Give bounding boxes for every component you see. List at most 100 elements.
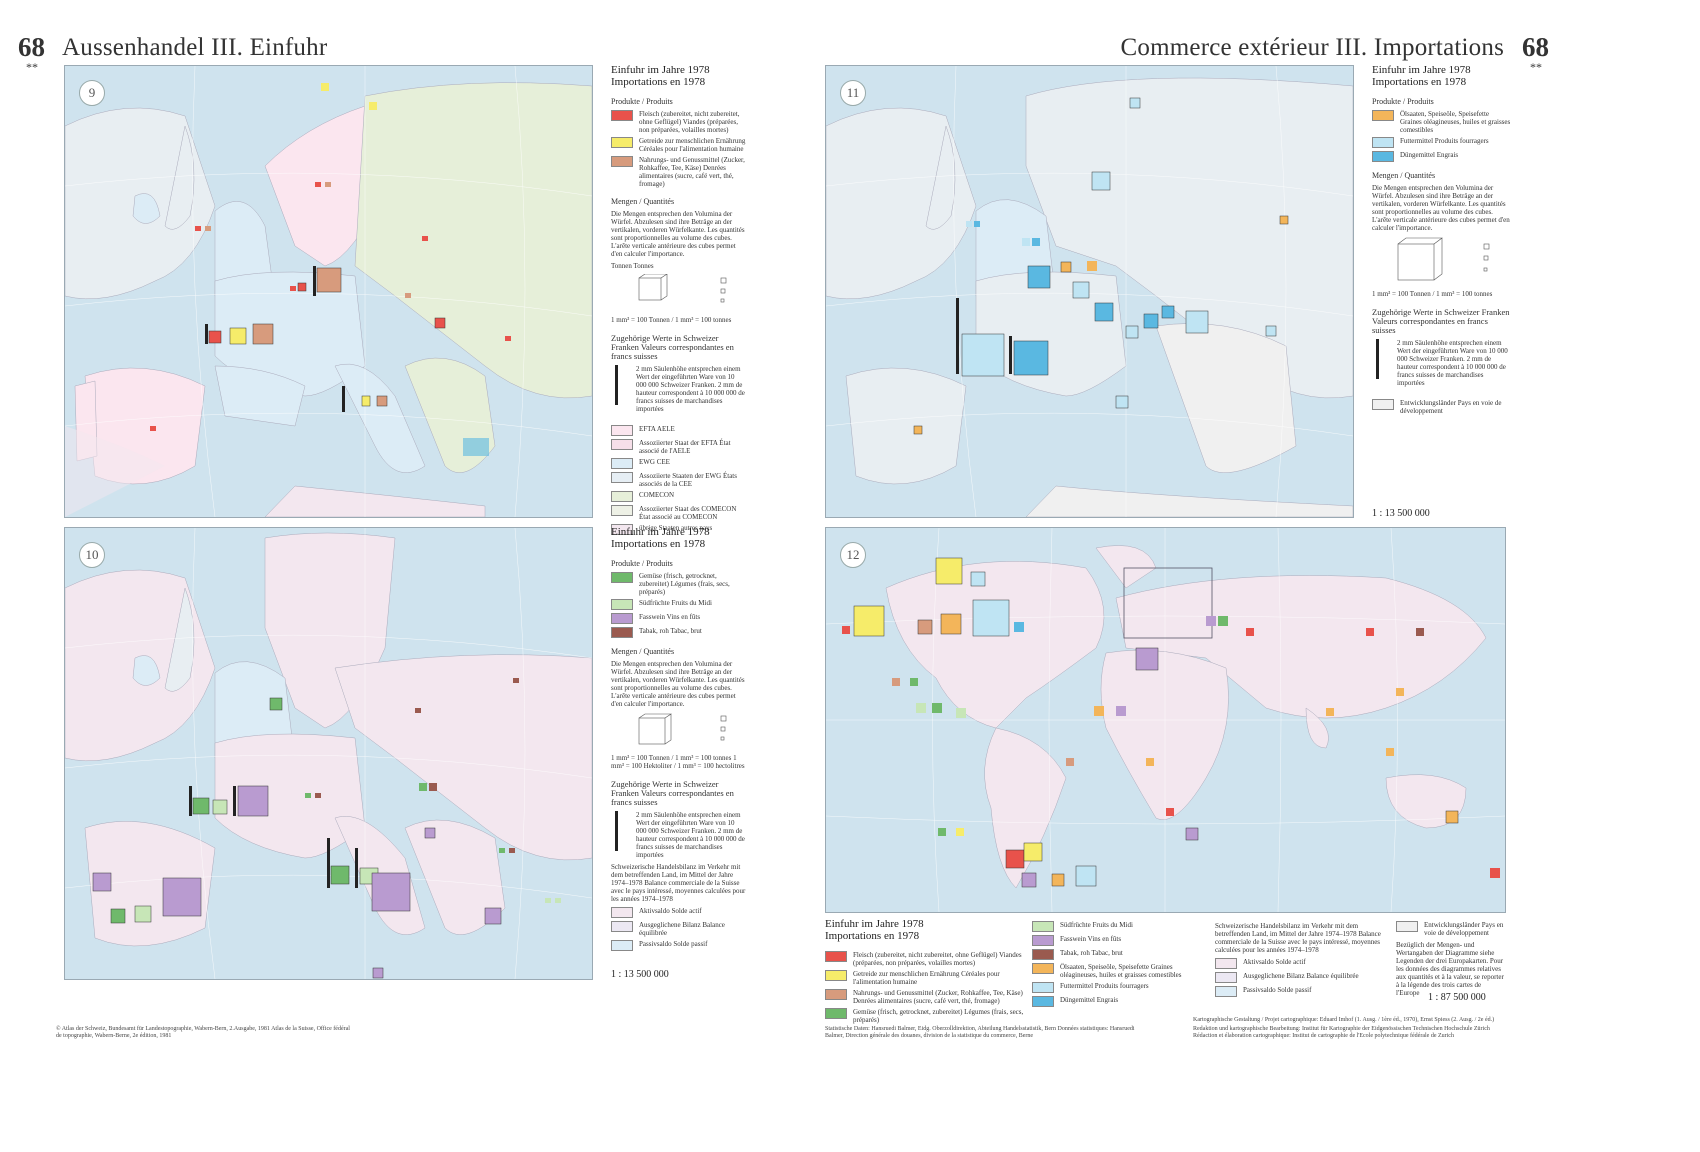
map-11: 11 — [825, 65, 1354, 518]
value-bar — [615, 365, 618, 405]
legend-label: Südfrüchte Fruits du Midi — [639, 599, 712, 607]
legend-10-product: Fasswein Vins en fûts — [611, 613, 746, 624]
legend-values-text: 2 mm Säulenhöhe entsprechen einem Wert d… — [636, 365, 745, 413]
legend-9-units: 1 mm³ = 100 Tonnen / 1 mm³ = 100 tonnes — [611, 316, 732, 324]
footer-redaction: Redaktion und kartographische Bearbeitun… — [1193, 1026, 1490, 1039]
legend-9-group: Assoziierter Staat der EFTA État associé… — [611, 439, 746, 455]
legend-10-product: Tabak, roh Tabac, brut — [611, 627, 746, 638]
legend-12-item: Fleisch (zubereitet, nicht zubereitet, o… — [825, 951, 1025, 967]
legend-10-cube-scale — [638, 713, 727, 745]
legend-10-values-head: Zugehörige Werte in Schweizer Franken Va… — [611, 779, 734, 807]
swatch — [825, 970, 847, 981]
legend-10-product: Südfrüchte Fruits du Midi — [611, 599, 746, 610]
legend-12-item: Südfrüchte Fruits du Midi — [1032, 921, 1202, 932]
swatch — [611, 425, 633, 436]
map-11-number: 11 — [840, 80, 866, 106]
legend-9-product-food: Nahrungs- und Genussmittel (Zucker, Rohk… — [611, 156, 746, 188]
legend-label: Assoziierter Staat der EFTA État associé… — [639, 439, 731, 455]
map-10-svg — [65, 528, 592, 979]
legend-12-item: Futtermittel Produits fourragers — [1032, 982, 1202, 993]
legend-9-qty-head: Mengen / Quantités — [611, 197, 675, 206]
legend-label: Ölsaaten, Speiseöle, Speisefette Graines… — [1060, 963, 1182, 979]
legend-label: Assoziierte Staaten der EWG États associ… — [639, 472, 737, 488]
legend-9-group: übrige Staaten autres pays — [611, 524, 746, 535]
swatch — [1215, 972, 1237, 983]
legend-label: Südfrüchte Fruits du Midi — [1060, 921, 1133, 929]
legend-11-product: Futtermittel Produits fourragers — [1372, 137, 1512, 148]
swatch — [611, 439, 633, 450]
legend-12-item: Getreide zur menschlichen Ernährung Céré… — [825, 970, 1025, 986]
swatch — [611, 156, 633, 167]
swatch — [611, 572, 633, 583]
legend-10-balance-text: Schweizerische Handelsbilanz im Verkehr … — [611, 863, 746, 903]
legend-11-products-head: Produkte / Produits — [1372, 97, 1434, 106]
swatch — [611, 491, 633, 502]
legend-9-title2: Importations en 1978 — [611, 76, 706, 88]
legend-9: Einfuhr im Jahre 1978 Importations en 19… — [611, 64, 746, 538]
legend-10-title1: Einfuhr im Jahre 1978 — [611, 526, 710, 538]
legend-label: Passivsaldo Solde passif — [1243, 986, 1312, 994]
legend-11-qty-head: Mengen / Quantités — [1372, 171, 1436, 180]
scale-map-10: 1 : 13 500 000 — [611, 969, 669, 980]
swatch — [1215, 986, 1237, 997]
legend-10: Einfuhr im Jahre 1978 Importations en 19… — [611, 526, 746, 954]
swatch — [1372, 137, 1394, 148]
swatch — [825, 1008, 847, 1019]
swatch — [825, 951, 847, 962]
legend-label: Aktivsaldo Solde actif — [1243, 958, 1306, 966]
map-12-number: 12 — [840, 542, 866, 568]
swatch — [611, 907, 633, 918]
legend-label: Getreide zur menschlichen Ernährung Céré… — [639, 137, 746, 153]
swatch — [611, 137, 633, 148]
map-10-number: 10 — [79, 542, 105, 568]
value-bar — [615, 811, 618, 851]
cube-symbols-9 — [150, 83, 511, 431]
legend-12-dev: Entwicklungsländer Pays en voie de dével… — [1396, 921, 1504, 937]
map-9-svg — [65, 66, 592, 517]
legend-9-group: EWG CEE — [611, 458, 746, 469]
legend-10-title2: Importations en 1978 — [611, 538, 706, 550]
legend-11-product: Düngemittel Engrais — [1372, 151, 1512, 162]
legend-label: Futtermittel Produits fourragers — [1400, 137, 1489, 145]
legend-11: Einfuhr im Jahre 1978 Importations en 19… — [1372, 64, 1512, 418]
map-12: 12 — [825, 527, 1506, 913]
legend-label: Tabak, roh Tabac, brut — [639, 627, 702, 635]
swatch — [611, 627, 633, 638]
legend-11-dev: Entwicklungsländer Pays en voie de dével… — [1372, 399, 1512, 415]
map-9: 9 — [64, 65, 593, 518]
legend-label: COMECON — [639, 491, 675, 499]
map-9-number: 9 — [79, 80, 105, 106]
page-stars-right: ** — [1530, 60, 1542, 74]
legend-11-cube-scale — [1397, 237, 1490, 281]
swatch — [1032, 949, 1054, 960]
legend-10-balance: Ausgeglichene Bilanz Balance équilibrée — [611, 921, 746, 937]
legend-12-balance: Ausgeglichene Bilanz Balance équilibrée — [1215, 972, 1385, 983]
legend-label: Fasswein Vins en fûts — [1060, 935, 1122, 943]
legend-label: EWG CEE — [639, 458, 670, 466]
legend-label: Tabak, roh Tabac, brut — [1060, 949, 1123, 957]
legend-12-item: Gemüse (frisch, getrocknet, zubereitet) … — [825, 1008, 1025, 1024]
swatch — [611, 613, 633, 624]
legend-label: Fleisch (zubereitet, nicht zubereitet, o… — [853, 951, 1022, 967]
swatch — [1215, 958, 1237, 969]
scale-map-12: 1 : 87 500 000 — [1428, 992, 1486, 1003]
legend-9-product-cereal: Getreide zur menschlichen Ernährung Céré… — [611, 137, 746, 153]
legend-10-products-head: Produkte / Produits — [611, 559, 673, 568]
legend-label: Nahrungs- und Genussmittel (Zucker, Rohk… — [639, 156, 745, 188]
legend-12-col4: Entwicklungsländer Pays en voie de dével… — [1396, 918, 1504, 1001]
legend-label: Fasswein Vins en fûts — [639, 613, 701, 621]
page-number-left: 68 — [18, 32, 45, 62]
legend-12-note: Bezüglich der Mengen- und Wertangaben de… — [1396, 941, 1504, 997]
swatch — [611, 458, 633, 469]
legend-label: Aktivsaldo Solde actif — [639, 907, 702, 915]
legend-label: Assoziierter Staat des COMECON État asso… — [639, 505, 737, 521]
legend-label: Ausgeglichene Bilanz Balance équilibrée — [639, 921, 725, 937]
legend-9-product-meat: Fleisch (zubereitet, nicht zubereitet, o… — [611, 110, 746, 134]
legend-12-item: Ölsaaten, Speiseöle, Speisefette Graines… — [1032, 963, 1202, 979]
legend-label: Düngemittel Engrais — [1400, 151, 1459, 159]
map-11-svg — [826, 66, 1353, 517]
legend-10-balance: Aktivsaldo Solde actif — [611, 907, 746, 918]
legend-12-item: Fasswein Vins en fûts — [1032, 935, 1202, 946]
swatch — [1372, 399, 1394, 410]
legend-9-group: Assoziierter Staat des COMECON État asso… — [611, 505, 746, 521]
